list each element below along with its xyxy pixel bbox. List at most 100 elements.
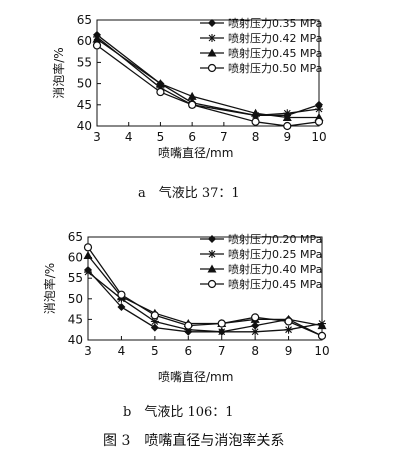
chart-b-x-axis-label: 喷嘴直径/mm: [158, 370, 233, 384]
chart-b-legend-item-3: [200, 264, 224, 273]
chart-b-series-1-point: [150, 323, 159, 332]
chart-b-series-1-point: [251, 321, 260, 330]
chart-b-y-tick-label: 50: [68, 292, 83, 306]
chart-b-x-tick-label: 6: [184, 344, 192, 358]
chart-b-legend-marker: [208, 250, 216, 258]
chart-b-series-2-point: [150, 317, 159, 326]
chart-a-legend-item-1: [200, 19, 224, 27]
chart-a-x-tick-label: 9: [283, 130, 291, 144]
chart-b-series-3-point: [317, 321, 327, 330]
chart-a-legend-item-2: [200, 34, 224, 42]
chart-a-x-tick-label: 3: [93, 130, 101, 144]
chart-a-legend-marker: [208, 34, 216, 42]
chart-b-legend-label: 喷射压力0.20 MPa: [228, 232, 322, 246]
chart-b-series-2-point: [284, 325, 293, 334]
chart-a-legend-label: 喷射压力0.50 MPa: [228, 61, 322, 75]
chart-a-series-4-point: [251, 117, 260, 126]
chart-b-legend-label: 喷射压力0.40 MPa: [228, 262, 322, 276]
chart-b-series-4-point: [117, 290, 126, 299]
chart-b-series-2-point: [84, 268, 92, 277]
chart-a-legend-label: 喷射压力0.42 MPa: [228, 31, 322, 45]
chart-b-series-2-point: [217, 327, 226, 336]
chart-a-series-3-point: [251, 108, 261, 117]
chart-b-series-4-point: [251, 313, 260, 322]
chart-a-series-4-point: [283, 121, 292, 131]
chart-b-series-4-point: [317, 331, 327, 340]
chart-a-legend-label: 喷射压力0.45 MPa: [228, 46, 322, 60]
chart-a-series-4-point: [156, 87, 165, 97]
chart-a-y-tick-label: 60: [77, 34, 92, 48]
chart-b-series-4-point: [217, 319, 226, 328]
chart-b-legend-item-1: [200, 235, 224, 243]
chart-a-series-3-point: [92, 34, 102, 43]
chart-b-x-tick-label: 5: [151, 344, 159, 358]
chart-a-y-tick-label: 55: [77, 55, 92, 69]
chart-a-legend-item-4: [200, 63, 224, 73]
chart-b-y-tick-label: 40: [68, 333, 83, 347]
chart-a-x-tick-label: 6: [188, 130, 196, 144]
chart-a-series-4-point: [314, 117, 324, 126]
chart-b-series-4-point: [184, 321, 193, 330]
chart-a-legend-label: 喷射压力0.35 MPa: [228, 16, 322, 30]
chart-b-legend-label: 喷射压力0.45 MPa: [228, 277, 322, 291]
chart-a-series-4-line: [96, 44, 320, 127]
chart-b-series-4-line: [87, 246, 323, 337]
chart-b-x-tick-label: 9: [285, 344, 293, 358]
chart-b-legend-item-4: [200, 279, 224, 289]
chart-a-y-axis-label: 消泡率/%: [51, 47, 66, 98]
chart-b-legend-label: 喷射压力0.25 MPa: [228, 247, 322, 261]
chart-a-series-2-point: [315, 105, 323, 114]
chart-a-legend-marker: [207, 63, 217, 73]
chart-b-series-4: [83, 243, 327, 340]
chart-a-series-3-line: [96, 38, 319, 119]
chart-a-y-tick-label: 50: [77, 77, 92, 91]
chart-b-y-tick-label: 65: [68, 230, 83, 244]
chart-a-y-tick-label: 40: [77, 119, 92, 133]
chart-a-series-4-point: [188, 100, 197, 109]
chart-b-legend-marker: [207, 264, 217, 273]
chart-b-x-tick-label: 4: [118, 344, 126, 358]
chart-a-x-axis-label: 喷嘴直径/mm: [158, 146, 233, 160]
chart-a-legend-marker: [208, 19, 216, 27]
chart-b-x-tick-label: 8: [251, 344, 259, 358]
chart-a-x-tick-label: 8: [252, 130, 260, 144]
chart-b-series-3-line: [87, 255, 323, 327]
chart-b-y-tick-label: 45: [68, 312, 83, 326]
chart-b-caption: b 气液比 106：1: [123, 404, 234, 420]
chart-a-series-3-point: [155, 79, 165, 88]
chart-a-x-tick-label: 10: [311, 130, 326, 144]
chart-a-series-3-point: [282, 113, 292, 122]
chart-b-legend-marker: [208, 235, 216, 243]
chart-b-x-tick-label: 7: [218, 344, 226, 358]
chart-a-series-2-line: [96, 36, 320, 117]
chart-b-legend-marker: [207, 279, 217, 289]
chart-b-series-1-point: [117, 303, 126, 312]
chart-a-x-tick-label: 4: [125, 130, 133, 144]
chart-b-y-axis-label: 消泡率/%: [42, 263, 57, 314]
chart-b-series-4-point: [83, 243, 93, 252]
chart-b-plot-frame: [87, 236, 323, 341]
chart-a-plot-frame: [96, 19, 320, 127]
chart-a-caption: a 气液比 37：1: [138, 185, 240, 201]
chart-a-series-3-point: [187, 91, 197, 100]
chart-a-series-2-point: [156, 83, 165, 92]
chart-a-x-tick-label: 5: [157, 130, 165, 144]
chart-b-series-2-point: [251, 327, 260, 336]
chart-b-x-tick-label: 10: [314, 344, 329, 358]
chart-a-y-tick-label: 65: [77, 13, 92, 27]
chart-b-series-3-point: [83, 251, 93, 260]
chart-b-y-tick-label: 60: [68, 251, 83, 265]
chart-b-series-2-line: [87, 271, 323, 333]
chart-a-series-4-point: [92, 41, 102, 50]
chart-b-y-tick-label: 55: [68, 271, 83, 285]
chart-b-series-4-point: [284, 317, 293, 326]
chart-a-series-4: [92, 41, 324, 131]
chart-b-x-tick-label: 3: [84, 344, 92, 358]
chart-b-series-4-point: [150, 311, 159, 320]
figure-caption: 图 3 喷嘴直径与消泡率关系: [103, 432, 284, 449]
chart-b-series-2-point: [184, 325, 193, 334]
chart-b-legend-item-2: [200, 250, 224, 258]
chart-a-x-tick-label: 7: [220, 130, 228, 144]
chart-a-legend-marker: [207, 48, 217, 57]
